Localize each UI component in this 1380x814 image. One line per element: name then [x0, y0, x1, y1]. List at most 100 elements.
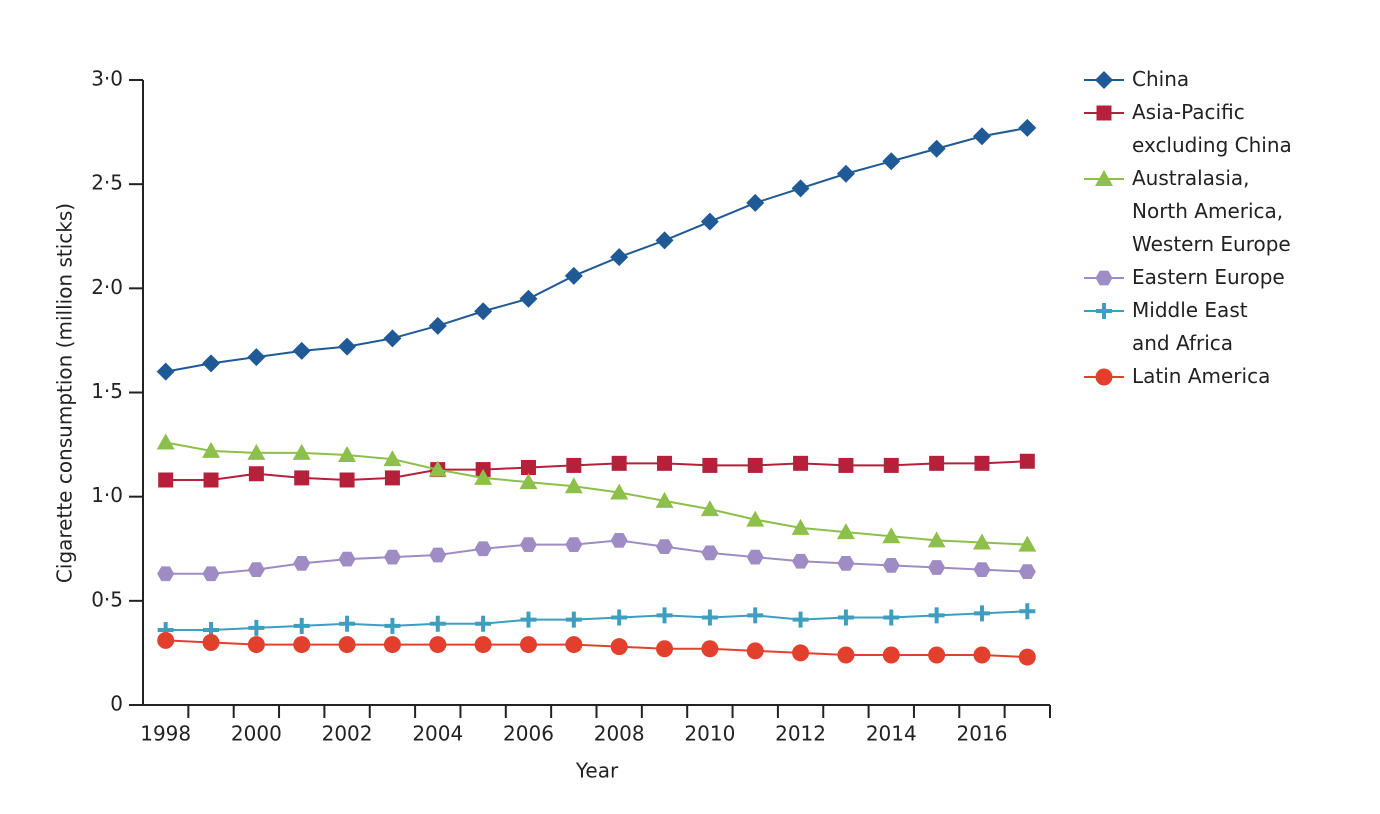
legend-label: Latin America [1132, 364, 1271, 388]
marker [656, 539, 674, 555]
marker [383, 450, 402, 467]
x-tick-label: 1998 [140, 722, 191, 746]
marker [247, 348, 266, 367]
marker [972, 127, 991, 146]
y-tick-label: 1·5 [91, 379, 123, 403]
legend-label: China [1132, 67, 1190, 91]
x-tick-label: 2006 [503, 722, 554, 746]
marker [611, 609, 628, 626]
marker [564, 477, 583, 494]
marker [293, 636, 311, 654]
marker [339, 615, 356, 632]
marker [202, 634, 220, 651]
x-tick-label: 2004 [412, 722, 463, 746]
x-tick-label: 2016 [957, 722, 1008, 746]
marker [701, 640, 719, 658]
marker [519, 289, 538, 308]
marker [429, 615, 446, 632]
marker [610, 248, 629, 267]
legend-swatch [1084, 270, 1124, 286]
marker [655, 491, 674, 508]
y-axis-label: Cigarette consumption (million sticks) [53, 203, 77, 583]
marker [338, 551, 356, 567]
marker [475, 615, 492, 632]
marker [1018, 535, 1037, 552]
marker [792, 553, 810, 569]
marker [519, 537, 537, 552]
marker [293, 555, 311, 571]
marker [1095, 71, 1113, 89]
marker [157, 566, 175, 582]
marker [973, 562, 991, 577]
marker [611, 455, 627, 471]
marker [383, 329, 402, 348]
marker [158, 472, 174, 488]
marker [1018, 118, 1037, 137]
marker [1095, 368, 1113, 386]
marker [474, 541, 492, 557]
legend-entry: Middle East and Africa [1082, 294, 1292, 360]
marker [657, 455, 673, 471]
marker [429, 547, 447, 563]
marker [792, 644, 810, 662]
marker [838, 457, 854, 473]
marker [248, 466, 264, 482]
marker [1018, 648, 1036, 666]
x-tick-label: 2008 [594, 722, 645, 746]
marker [1018, 564, 1036, 580]
marker [883, 457, 899, 473]
marker [702, 457, 718, 473]
marker [474, 468, 493, 485]
marker [882, 152, 901, 171]
x-tick-label: 2010 [684, 722, 735, 746]
marker [837, 609, 854, 626]
marker [928, 607, 945, 624]
marker [656, 640, 674, 658]
marker [836, 523, 855, 540]
marker [203, 472, 219, 488]
marker [700, 500, 719, 517]
x-tick-label: 2012 [775, 722, 826, 746]
series-line [165, 441, 1028, 546]
marker [746, 510, 765, 527]
marker [610, 638, 628, 656]
marker [791, 518, 810, 535]
series-line [165, 460, 1028, 482]
legend-entry: Asia-Pacific excluding China [1082, 96, 1292, 162]
marker [836, 164, 855, 183]
marker [156, 362, 175, 381]
marker [474, 636, 492, 654]
marker [338, 446, 357, 462]
y-tick-label: 2·0 [91, 275, 123, 299]
x-tick-label: 2014 [866, 722, 917, 746]
marker [247, 443, 266, 460]
marker [202, 566, 220, 582]
marker [247, 562, 265, 577]
marker [292, 443, 311, 460]
marker [428, 460, 447, 477]
legend-entry: Australasia, North America, Western Euro… [1082, 162, 1292, 261]
marker [792, 611, 809, 628]
marker [882, 558, 900, 573]
marker [701, 545, 719, 561]
marker [339, 472, 355, 488]
marker [519, 636, 537, 654]
legend-swatch [1084, 368, 1124, 386]
marker [610, 533, 628, 548]
marker [655, 231, 674, 250]
marker [747, 607, 764, 624]
marker [293, 617, 310, 634]
marker [928, 646, 946, 664]
legend-label: Eastern Europe [1132, 265, 1285, 289]
marker [248, 619, 265, 636]
marker [1095, 270, 1113, 286]
marker [793, 455, 809, 471]
marker [247, 636, 265, 654]
marker [428, 316, 447, 335]
legend-entry: Eastern Europe [1082, 261, 1292, 294]
marker [1095, 170, 1113, 186]
marker [384, 617, 401, 634]
marker [1019, 603, 1036, 620]
